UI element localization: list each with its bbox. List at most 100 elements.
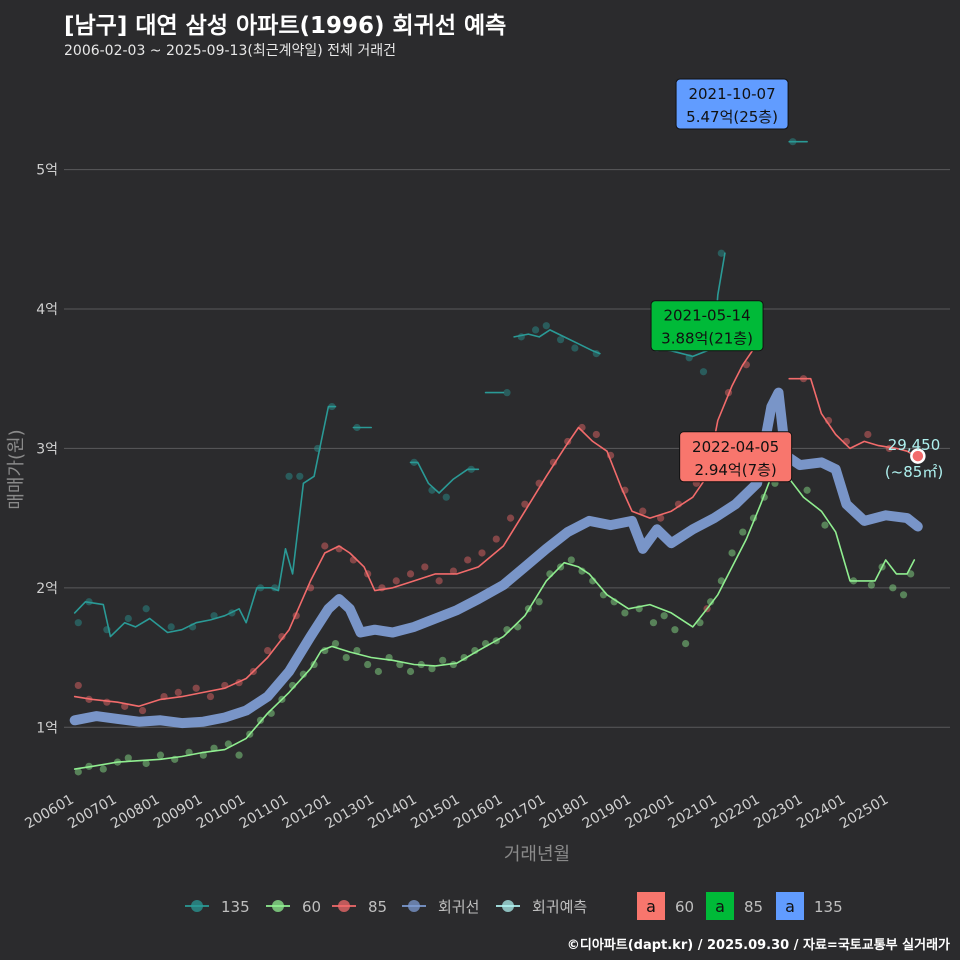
data-point [224, 740, 232, 748]
label-box-price: 5.47억(25층) [686, 108, 778, 126]
legend-dot [272, 900, 284, 912]
data-point [556, 336, 565, 344]
data-point [578, 567, 586, 575]
price-label-box: 2022-04-05 2.94억(7층) [679, 431, 793, 483]
data-point [142, 605, 150, 613]
legend-label: 135 [221, 898, 250, 916]
data-point [103, 698, 111, 706]
data-point [506, 514, 515, 522]
data-point [739, 528, 747, 536]
data-point [364, 660, 372, 669]
x-tick-label: 202301 [751, 792, 805, 833]
data-point [492, 535, 500, 543]
legend-dot [408, 900, 420, 912]
series-line [73, 343, 758, 708]
y-tick-label: 1억 [36, 720, 58, 736]
data-point [567, 556, 575, 564]
label-box-price: 2.94억(7층) [695, 461, 777, 479]
forecast-point [910, 448, 926, 464]
x-tick-label: 201201 [280, 792, 334, 833]
data-point [707, 598, 715, 606]
data-point [192, 684, 200, 692]
y-tick-label: 4억 [36, 302, 58, 318]
y-axis-title: 매매가(원) [6, 429, 27, 509]
scatter-60 [74, 472, 915, 776]
data-point [728, 549, 736, 557]
legend-item-회귀예측: 회귀예측 [496, 898, 587, 916]
data-point [549, 458, 558, 466]
price-label-box: 2021-10-07 5.47억(25층) [675, 78, 789, 130]
label-box-bg [675, 78, 789, 130]
x-tick-label: 201701 [494, 792, 548, 833]
series-line [788, 377, 916, 457]
legend-dot [191, 900, 203, 912]
data-point [660, 612, 668, 620]
data-point [285, 472, 293, 480]
data-point [296, 472, 304, 480]
data-point [428, 665, 436, 673]
data-point [206, 692, 215, 701]
data-point [331, 640, 340, 648]
data-point [167, 623, 175, 631]
legend-item-60: 60 [266, 898, 321, 916]
data-point [821, 521, 829, 529]
legend-glyph: a [785, 897, 795, 916]
scatter-85 [74, 361, 922, 715]
data-point [503, 389, 511, 397]
legend-label: 85 [744, 898, 763, 916]
data-point [899, 591, 908, 599]
data-point [439, 656, 447, 664]
data-point [124, 754, 132, 762]
scatter-135 [74, 100, 797, 634]
x-tick-label: 201901 [580, 792, 634, 833]
x-tick-label: 201401 [365, 792, 419, 833]
x-tick-label: 202501 [837, 792, 891, 833]
legend-label: 회귀예측 [532, 898, 587, 916]
data-point [406, 667, 415, 676]
x-tick-label: 200801 [108, 792, 162, 833]
data-point [406, 570, 415, 578]
x-tick-label: 201601 [451, 792, 505, 833]
label-box-bg [679, 431, 793, 483]
data-point [464, 556, 472, 564]
x-tick-label: 200901 [151, 792, 205, 833]
label-box-date: 2022-04-05 [692, 438, 779, 456]
data-point [299, 670, 307, 678]
series-85 [73, 343, 916, 708]
x-tick-label: 201301 [323, 792, 377, 833]
data-point [74, 619, 82, 627]
data-point [435, 577, 443, 585]
data-point [639, 507, 647, 515]
y-tick-label: 3억 [36, 441, 58, 457]
legend-label: 60 [302, 898, 321, 916]
data-point [142, 759, 150, 768]
legend-item-회귀선: 회귀선 [402, 898, 479, 916]
data-point [74, 681, 82, 690]
legend-item-135: 135 [185, 898, 250, 916]
series-135 [73, 103, 808, 638]
data-point [235, 751, 243, 759]
legend-label: 85 [368, 898, 387, 916]
data-point [592, 430, 600, 439]
x-tick-label: 202001 [623, 792, 677, 833]
forecast-label-area: (~85㎡) [885, 463, 943, 481]
chart-subtitle: 2006-02-03 ~ 2025-09-13(최근계약일) 전체 거래건 [64, 43, 396, 59]
legend-label-key-60: a 60 [637, 892, 694, 920]
data-point [392, 577, 400, 585]
price-label-box: 2021-05-14 3.88억(21층) [650, 300, 764, 352]
x-tick-label: 201801 [537, 792, 591, 833]
legend-dot [502, 900, 514, 912]
data-point [864, 430, 872, 439]
legend-glyph: a [715, 897, 725, 916]
legend-item-85: 85 [332, 898, 387, 916]
legend-dot [338, 900, 350, 912]
x-tick-label: 202201 [708, 792, 762, 833]
data-point [889, 584, 897, 592]
x-tick-label: 202101 [665, 792, 719, 833]
data-point [421, 563, 429, 571]
data-point [442, 493, 450, 501]
data-point [671, 626, 679, 634]
series-line [73, 468, 916, 770]
legend-swatch [706, 892, 734, 920]
